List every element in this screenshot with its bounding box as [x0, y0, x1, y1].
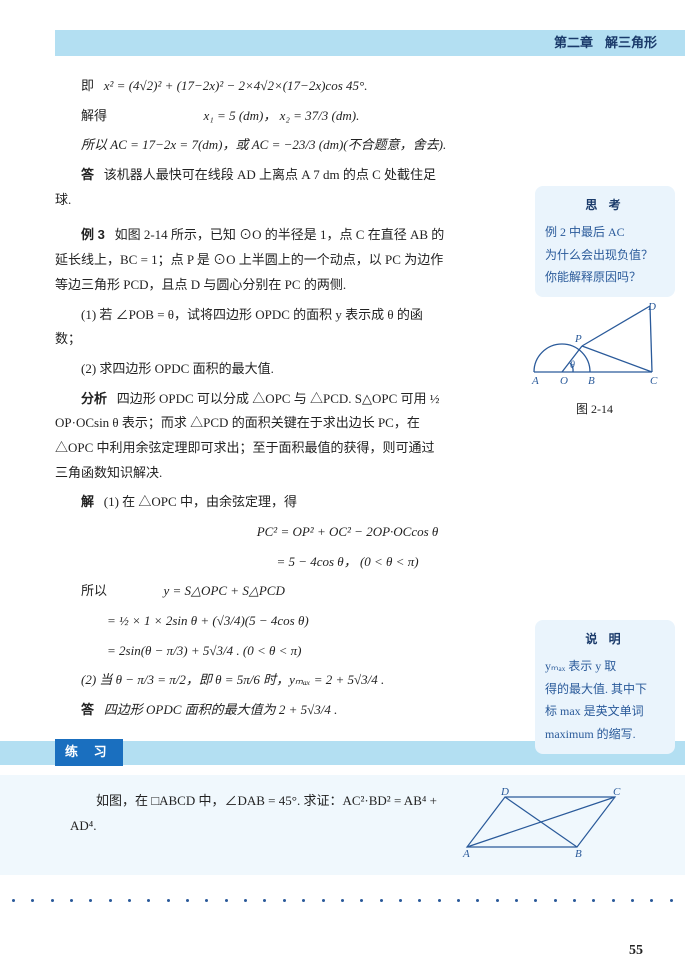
text-line: 解得 x₁ = 5 (dm)， x₂ = 37/3 (dm).	[55, 104, 640, 129]
exercise-text: 如图，在 □ABCD 中，∠DAB = 45°. 求证：AC²·BD² = AB…	[70, 789, 450, 838]
therefore-line: 所以 y = S△OPC + S△PCD	[55, 579, 640, 604]
equation: = 5 − 4cos θ， (0 < θ < π)	[55, 550, 640, 575]
chapter-title: 解三角形	[605, 31, 657, 56]
question-1: (1) 若 ∠POB = θ，试将四边形 OPDC 的面积 y 表示成 θ 的函…	[55, 303, 445, 352]
exercise-badge: 练 习	[55, 739, 123, 766]
text-line: 所以 AC = 17−2x = 7(dm)，或 AC = −23/3 (dm)(…	[55, 133, 640, 158]
explain-note: 说 明 yₘₐₓ 表示 y 取 得的最大值. 其中下 标 max 是英文单词 m…	[535, 620, 675, 754]
exercise-diagram: A B C D	[455, 785, 625, 860]
note-title: 说 明	[545, 628, 665, 651]
svg-text:C: C	[613, 786, 621, 798]
svg-text:O: O	[560, 375, 568, 387]
note-line: 得的最大值. 其中下	[545, 678, 665, 701]
svg-text:B: B	[588, 375, 595, 387]
analysis: 分析 四边形 OPDC 可以分成 △OPC 与 △PCD. S△OPC 可用 ½…	[55, 387, 445, 486]
svg-text:B: B	[575, 848, 582, 860]
diagram-svg: A O B C P D θ	[522, 300, 667, 390]
svg-text:θ: θ	[570, 360, 575, 371]
svg-text:A: A	[531, 375, 539, 387]
svg-text:A: A	[462, 848, 470, 860]
solution-start: 解 (1) 在 △OPC 中，由余弦定理，得	[55, 490, 445, 515]
text-line: 即 x² = (4√2)² + (17−2x)² − 2×4√2×(17−2x)…	[55, 74, 640, 99]
question-2: (2) 求四边形 OPDC 面积的最大值.	[55, 357, 445, 382]
chapter-label: 第二章	[554, 31, 593, 56]
figure-2-14: A O B C P D θ 图 2-14	[522, 300, 667, 421]
note-line: 标 max 是英文单词	[545, 700, 665, 723]
note-line: maximum 的缩写.	[545, 723, 665, 746]
note-title: 思 考	[545, 194, 665, 217]
figure-caption: 图 2-14	[522, 398, 667, 421]
think-note: 思 考 例 2 中最后 AC 为什么会出现负值？ 你能解释原因吗？	[535, 186, 675, 297]
page-number: 55	[629, 938, 643, 965]
dot-separator	[0, 899, 685, 902]
equation: PC² = OP² + OC² − 2OP·OCcos θ	[55, 520, 640, 545]
note-line: 为什么会出现负值？	[545, 244, 665, 267]
note-line: 例 2 中最后 AC	[545, 221, 665, 244]
svg-text:C: C	[650, 375, 658, 387]
answer-line: 答 该机器人最快可在线段 AD 上离点 A 7 dm 的点 C 处截住足球.	[55, 163, 445, 212]
example-3: 例 3 如图 2-14 所示，已知 ⊙O 的半径是 1，点 C 在直径 AB 的…	[55, 223, 445, 297]
svg-text:P: P	[574, 333, 582, 345]
svg-text:D: D	[500, 786, 509, 798]
exercise-block: 如图，在 □ABCD 中，∠DAB = 45°. 求证：AC²·BD² = AB…	[0, 775, 685, 875]
chapter-header: 第二章 解三角形	[55, 30, 685, 56]
note-line: 你能解释原因吗？	[545, 266, 665, 289]
svg-text:D: D	[647, 301, 656, 313]
note-line: yₘₐₓ 表示 y 取	[545, 655, 665, 678]
